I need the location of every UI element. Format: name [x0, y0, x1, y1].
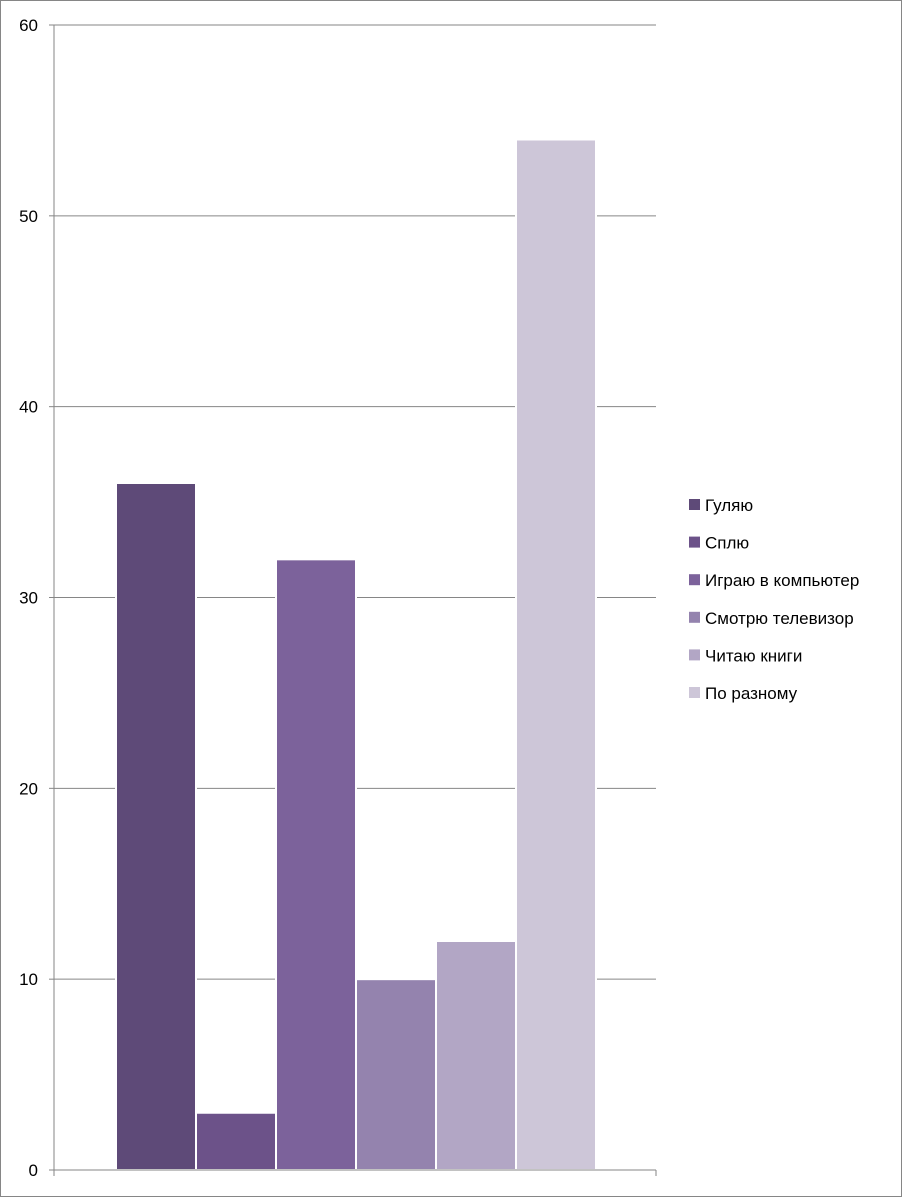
legend-label: По разному [705, 684, 798, 703]
bar [195, 1111, 277, 1171]
legend-label: Играю в компьютер [705, 571, 859, 590]
legend-swatch [689, 611, 700, 623]
bar [115, 482, 197, 1171]
legend-swatch [689, 649, 700, 661]
legend-label: Читаю книги [705, 646, 802, 665]
y-tick-label: 50 [19, 207, 38, 226]
bar [355, 978, 437, 1172]
legend-label: Смотрю телевизор [705, 609, 854, 628]
legend-swatch [689, 574, 700, 586]
y-axis-ticks: 0 10 20 30 40 50 60 [19, 16, 38, 1180]
legend-swatch [689, 536, 700, 548]
bar [275, 558, 357, 1171]
y-tick-label: 10 [19, 970, 38, 989]
legend: Гуляю Сплю Играю в компьютер Смотрю телевиз… [689, 496, 859, 703]
bars [115, 138, 597, 1172]
y-tick-label: 60 [19, 16, 38, 35]
bar [435, 940, 517, 1171]
y-tick-label: 30 [19, 589, 38, 608]
y-tick-label: 20 [19, 779, 38, 798]
legend-label: Гуляю [705, 496, 753, 515]
legend-label: Сплю [705, 534, 749, 553]
legend-swatch [689, 499, 700, 510]
y-tick-label: 0 [29, 1161, 38, 1180]
y-tick-label: 40 [19, 398, 38, 417]
axes [49, 24, 657, 1176]
bar [515, 138, 597, 1171]
legend-swatch [689, 687, 700, 698]
